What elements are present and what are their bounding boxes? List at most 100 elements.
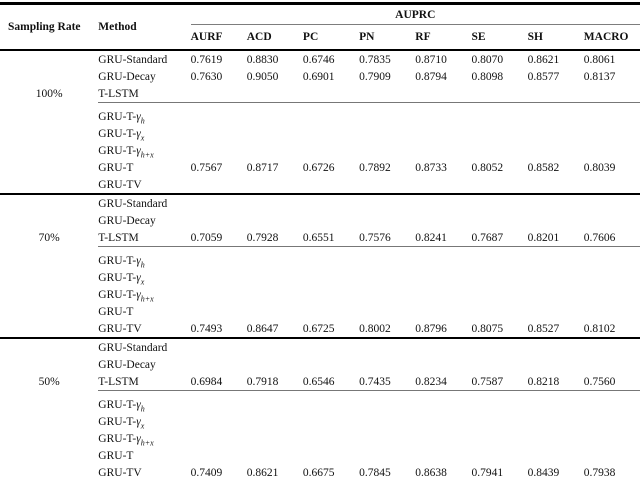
value-cell xyxy=(191,269,247,286)
sampling-rate-cell xyxy=(0,303,98,320)
value-cell: 0.8796 xyxy=(415,322,447,335)
value-cell: 0.8201 xyxy=(527,231,560,244)
method-cell: GRU-T-γx xyxy=(98,269,190,286)
method-label: GRU-T- xyxy=(98,415,137,428)
value-cell xyxy=(471,337,528,356)
value-cell: 0.8710 xyxy=(415,49,472,68)
value-cell xyxy=(584,125,640,142)
value-cell: 0.6725 xyxy=(302,322,335,335)
sampling-rate-cell xyxy=(0,142,98,159)
value-cell xyxy=(303,125,359,142)
value-cell: 0.8717 xyxy=(246,161,279,174)
method-cell: GRU-TV xyxy=(98,176,190,194)
value-cell: 0.8061 xyxy=(583,49,640,68)
table-row: GRU-TV 0.7409 0.8621 0.6675 0.7845 0.8638 0.79… xyxy=(0,464,640,479)
value-cell xyxy=(415,212,471,229)
sub-divider-row xyxy=(0,102,640,108)
value-cell xyxy=(303,85,359,103)
value-cell xyxy=(471,447,527,464)
value-cell: 0.7409 xyxy=(190,466,223,479)
value-cell xyxy=(528,142,584,159)
gamma-symbol: γ xyxy=(136,288,141,301)
value-cell xyxy=(247,413,303,430)
table-row: GRU-T xyxy=(0,303,640,320)
method-label: GRU-T- xyxy=(98,144,137,157)
value-cell: 0.8621 xyxy=(527,49,584,68)
sampling-rate-cell: 50% xyxy=(38,375,60,388)
value-cell xyxy=(247,356,303,373)
value-cell xyxy=(190,337,247,356)
gamma-symbol: γ xyxy=(136,110,141,123)
value-cell xyxy=(247,176,303,194)
table-row: GRU-Standard xyxy=(0,193,640,212)
value-cell: 0.9050 xyxy=(246,70,279,83)
value-cell xyxy=(415,85,471,103)
value-cell: 0.8241 xyxy=(415,231,447,244)
value-cell: 0.8075 xyxy=(471,322,504,335)
gamma-symbol: γ xyxy=(136,271,141,284)
value-cell xyxy=(415,337,472,356)
value-cell: 0.7059 xyxy=(190,231,223,244)
method-cell: GRU-T-γh+x xyxy=(98,430,190,447)
gamma-subscript: h xyxy=(140,115,145,125)
value-cell: 0.7435 xyxy=(359,375,391,388)
value-cell xyxy=(191,212,247,229)
value-cell xyxy=(247,85,303,103)
value-cell: 0.6546 xyxy=(302,375,335,388)
sampling-rate-cell xyxy=(0,125,98,142)
value-cell: 0.7619 xyxy=(190,49,247,68)
method-label: T-LSTM xyxy=(98,87,139,100)
value-cell xyxy=(584,413,640,430)
gamma-subscript: h+x xyxy=(140,149,154,159)
table-row: GRU-Standard xyxy=(0,337,640,356)
value-cell xyxy=(528,212,584,229)
method-label: GRU-T- xyxy=(98,254,137,267)
method-label: GRU-T xyxy=(98,161,134,174)
gamma-symbol: γ xyxy=(136,144,141,157)
method-cell: GRU-T-γh+x xyxy=(98,286,190,303)
value-cell xyxy=(303,413,359,430)
value-cell xyxy=(247,269,303,286)
method-label: GRU-Standard xyxy=(98,197,168,210)
value-cell xyxy=(584,85,640,103)
gamma-subscript: h xyxy=(140,259,145,269)
value-cell: 0.8098 xyxy=(471,70,504,83)
sampling-rate-cell xyxy=(0,159,98,176)
table-row: GRU-Decay xyxy=(0,212,640,229)
value-cell xyxy=(246,337,303,356)
value-cell xyxy=(471,252,527,269)
value-cell xyxy=(584,212,640,229)
sub-divider-row xyxy=(0,390,640,396)
value-cell: 0.6551 xyxy=(302,231,335,244)
value-cell: 0.8527 xyxy=(527,322,560,335)
value-cell xyxy=(527,337,584,356)
value-cell xyxy=(191,252,247,269)
value-cell: 0.7493 xyxy=(190,322,223,335)
value-cell xyxy=(528,252,584,269)
value-cell xyxy=(247,286,303,303)
table-row: GRU-T-γh+x xyxy=(0,142,640,159)
method-label: T-LSTM xyxy=(98,375,139,388)
value-cell xyxy=(303,396,359,413)
method-cell: GRU-T-γh xyxy=(98,108,190,125)
value-cell xyxy=(247,447,303,464)
value-cell: 0.7941 xyxy=(471,466,504,479)
value-cell: 0.8234 xyxy=(415,375,447,388)
auprc-span-header: AUPRC xyxy=(190,3,640,25)
method-cell: T-LSTM xyxy=(98,85,190,103)
value-cell xyxy=(359,430,415,447)
table-row: GRU-T-γh xyxy=(0,396,640,413)
value-cell xyxy=(415,193,472,212)
method-cell: GRU-T xyxy=(98,447,190,464)
method-cell: GRU-TV xyxy=(98,464,190,479)
table-row: GRU-T-γx xyxy=(0,413,640,430)
table-row: GRU-Standard 0.7619 0.8830 0.6746 0.7835 0.87… xyxy=(0,49,640,68)
method-label: GRU-T- xyxy=(98,288,137,301)
value-cell xyxy=(415,396,471,413)
value-cell xyxy=(359,396,415,413)
value-cell xyxy=(415,430,471,447)
value-cell xyxy=(191,85,247,103)
value-cell: 0.7567 xyxy=(190,161,223,174)
